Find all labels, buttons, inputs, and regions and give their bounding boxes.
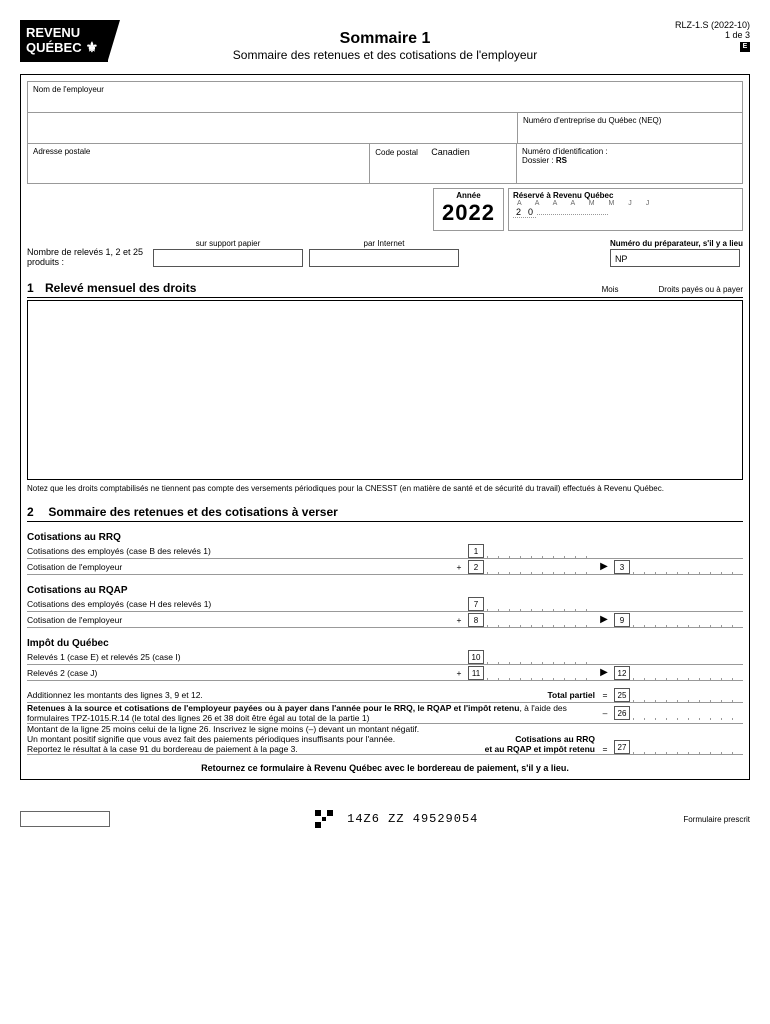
amount-10[interactable]	[487, 650, 597, 664]
line-2: Cotisation de l'employeur + 2 ▶ 3	[27, 559, 743, 575]
formulaire-prescrit: Formulaire prescrit	[683, 815, 750, 824]
line-7: Cotisations des employés (case H des rel…	[27, 596, 743, 612]
amount-26[interactable]	[633, 706, 743, 720]
qr-icon	[315, 810, 333, 828]
employer-info-box: Nom de l'employeur Numéro d'entreprise d…	[27, 81, 743, 184]
amount-27[interactable]	[633, 740, 743, 754]
line-27: Montant de la ligne 25 moins celui de la…	[27, 724, 743, 754]
impot-subheader: Impôt du Québec	[27, 638, 743, 649]
year-box: Année 2022	[433, 188, 504, 231]
amount-9[interactable]	[633, 613, 743, 627]
e-badge: E	[740, 42, 750, 52]
line-8: Cotisation de l'employeur + 8 ▶ 9	[27, 612, 743, 628]
bottom-left-input[interactable]	[20, 811, 110, 827]
section-1-header: 1 Relevé mensuel des droits Mois Droits …	[27, 281, 743, 298]
amount-25[interactable]	[633, 688, 743, 702]
amount-12[interactable]	[633, 666, 743, 680]
id-cell: Numéro d'identification : Dossier : RS	[517, 143, 742, 183]
line-26: Retenues à la source et cotisations de l…	[27, 703, 743, 724]
neq-label: Numéro d'entreprise du Québec (NEQ)	[517, 112, 742, 143]
page-subtitle: Sommaire des retenues et des cotisations…	[20, 48, 750, 62]
amount-2[interactable]	[487, 560, 597, 574]
line-1: Cotisations des employés (case B des rel…	[27, 543, 743, 559]
reserved-box: Réservé à Revenu Québec A A A A M M J J …	[508, 188, 743, 231]
releve-count-row: Nombre de relevés 1, 2 et 25 produits : …	[27, 239, 743, 267]
monthly-rights-area	[27, 300, 743, 480]
amount-7[interactable]	[487, 597, 597, 611]
line-25: Additionnez les montants des lignes 3, 9…	[27, 687, 743, 703]
line-10: Relevés 1 (case E) et relevés 25 (case I…	[27, 649, 743, 665]
amount-8[interactable]	[487, 613, 597, 627]
amount-1[interactable]	[487, 544, 597, 558]
section-2-header: 2 Sommaire des retenues et des cotisatio…	[27, 505, 743, 522]
postal-cell: Code postal Canadien	[370, 143, 517, 183]
form-code-block: RLZ-1.S (2022-10) 1 de 3 E	[675, 20, 750, 52]
page-title: Sommaire 1	[20, 30, 750, 48]
employer-name-label: Nom de l'employeur	[28, 82, 742, 112]
line-11: Relevés 2 (case J) + 11 ▶ 12	[27, 665, 743, 681]
rrq-subheader: Cotisations au RRQ	[27, 532, 743, 543]
fleur-de-lis-icon: ⚜	[86, 40, 99, 55]
return-instruction: Retournez ce formulaire à Revenu Québec …	[27, 763, 743, 773]
revenu-quebec-logo: REVENU QUÉBEC⚜	[20, 20, 108, 62]
rqap-subheader: Cotisations au RQAP	[27, 585, 743, 596]
preparer-number-input[interactable]: NP	[610, 249, 740, 267]
amount-3[interactable]	[633, 560, 743, 574]
section-1-note: Notez que les droits comptabilisés ne ti…	[27, 484, 743, 493]
barcode-line: 14Z6 ZZ 49529054	[110, 810, 683, 828]
internet-count-input[interactable]	[309, 249, 459, 267]
paper-count-input[interactable]	[153, 249, 303, 267]
main-frame: Nom de l'employeur Numéro d'entreprise d…	[20, 74, 750, 780]
amount-11[interactable]	[487, 666, 597, 680]
address-label: Adresse postale	[28, 143, 370, 183]
